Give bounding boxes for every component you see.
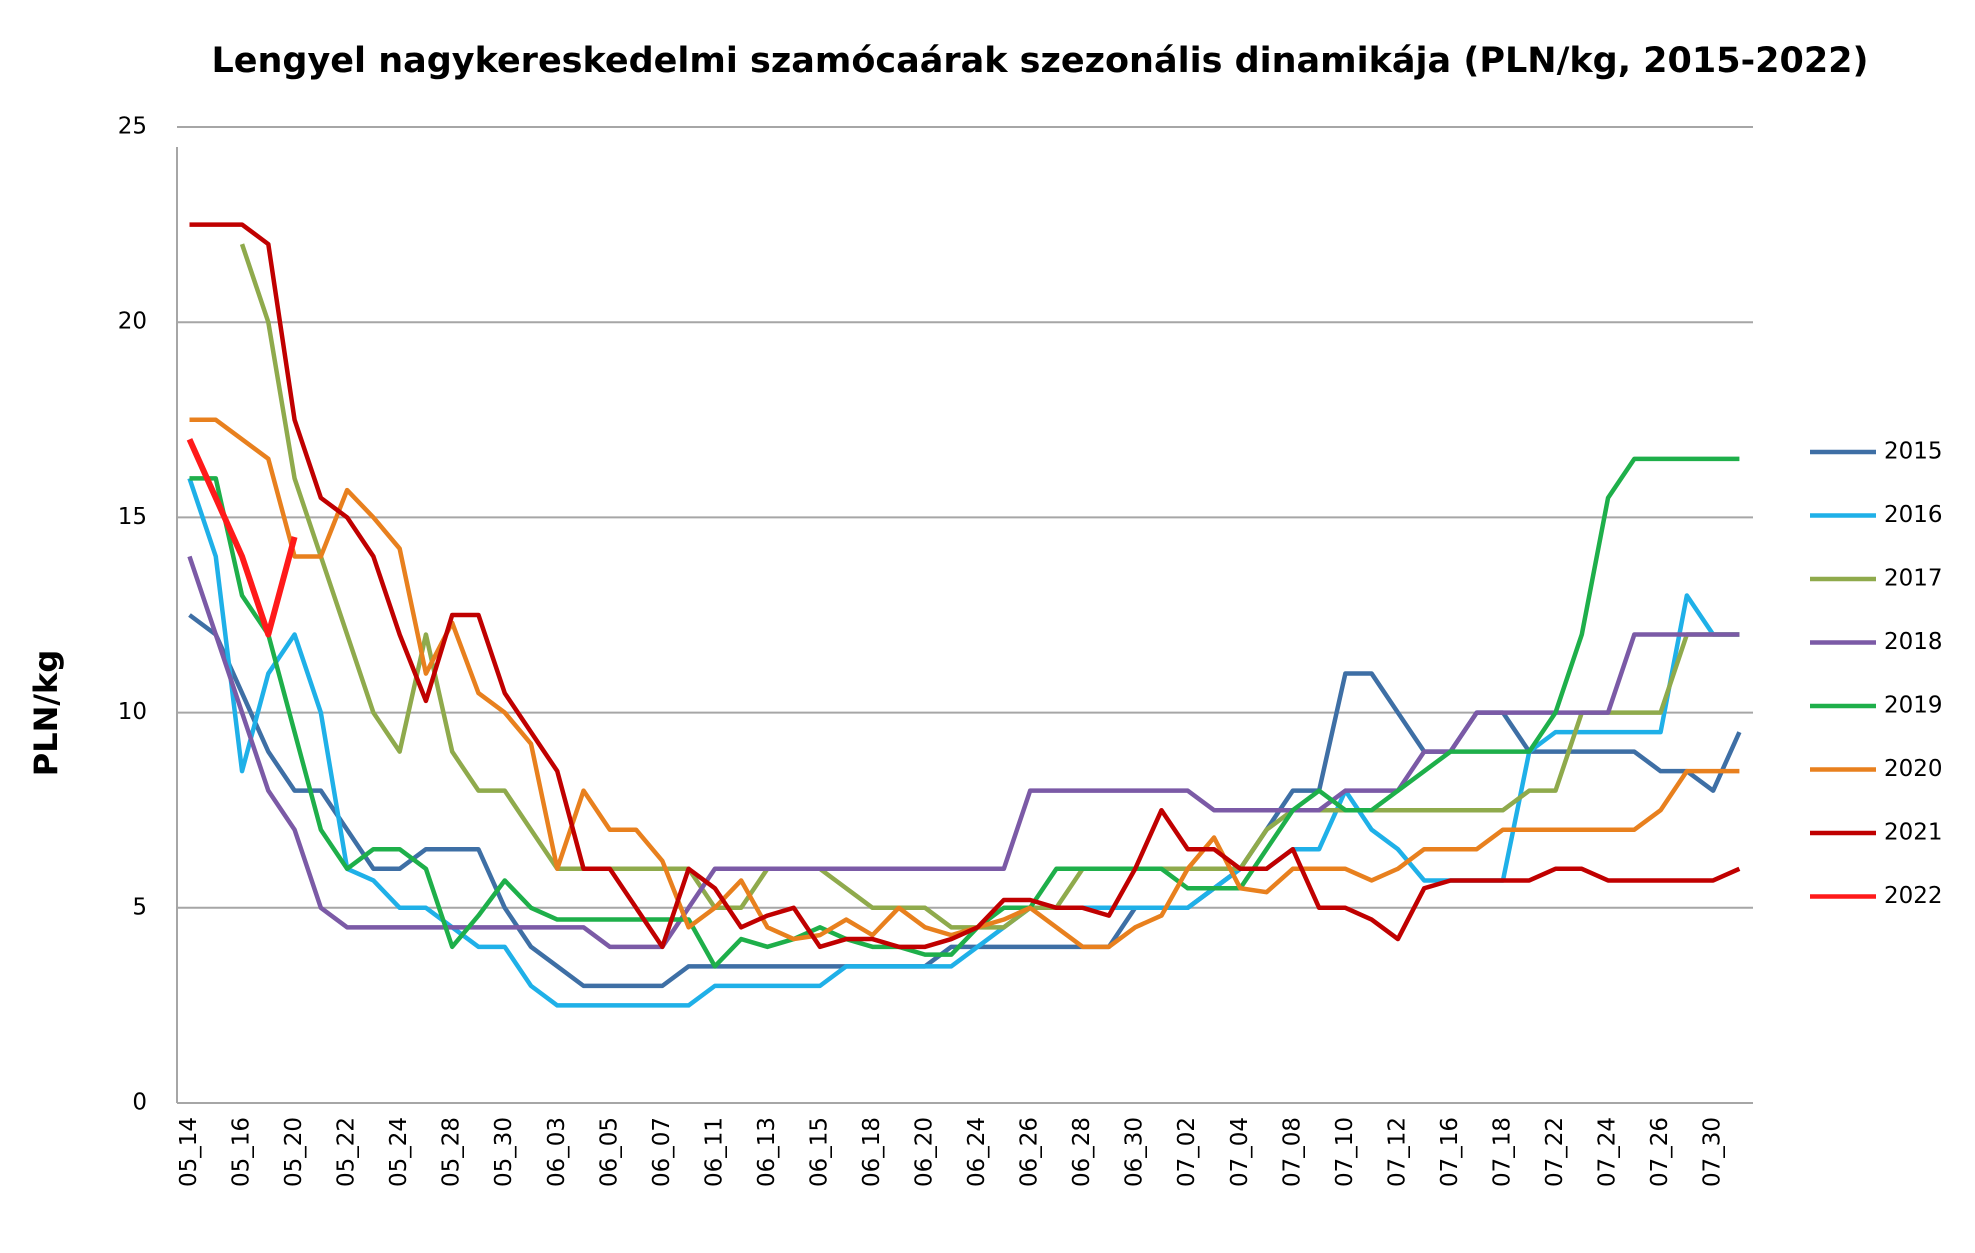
x-tick-label: 07_02 bbox=[1174, 1117, 1200, 1187]
legend-label: 2016 bbox=[1884, 502, 1943, 528]
series-line bbox=[189, 456, 1740, 969]
x-tick-label: 06_15 bbox=[806, 1117, 832, 1187]
legend-label: 2019 bbox=[1884, 693, 1943, 719]
legend-label: 2021 bbox=[1884, 820, 1943, 846]
series-line bbox=[189, 222, 1741, 950]
x-tick-label: 06_13 bbox=[754, 1117, 780, 1187]
x-tick-label: 07_24 bbox=[1595, 1117, 1621, 1187]
x-tick-label: 06_18 bbox=[859, 1117, 885, 1187]
legend-label: 2020 bbox=[1884, 756, 1943, 782]
series-line bbox=[186, 438, 298, 638]
x-tick-label: 06_30 bbox=[1122, 1117, 1148, 1187]
legend-label: 2018 bbox=[1884, 629, 1943, 655]
legend-label: 2022 bbox=[1884, 883, 1943, 909]
x-tick-label: 05_20 bbox=[281, 1117, 307, 1187]
x-tick-label: 07_08 bbox=[1279, 1117, 1305, 1187]
x-tick-label: 07_16 bbox=[1437, 1117, 1463, 1187]
x-tick-label: 05_28 bbox=[439, 1117, 465, 1187]
y-tick-label: 10 bbox=[118, 699, 147, 725]
x-tick-label: 07_04 bbox=[1227, 1117, 1253, 1187]
x-tick-label: 05_16 bbox=[229, 1117, 255, 1187]
y-tick-label: 5 bbox=[132, 894, 147, 920]
y-tick-label: 20 bbox=[118, 309, 147, 335]
legend-label: 2017 bbox=[1884, 566, 1943, 592]
x-tick-label: 06_05 bbox=[596, 1117, 622, 1187]
y-tick-label: 15 bbox=[118, 504, 147, 530]
series-line bbox=[239, 243, 1740, 930]
y-tick-label: 0 bbox=[132, 1090, 147, 1116]
x-tick-label: 07_10 bbox=[1332, 1117, 1358, 1187]
x-tick-label: 06_24 bbox=[964, 1117, 990, 1187]
x-tick-label: 07_26 bbox=[1647, 1117, 1673, 1187]
x-tick-label: 05_24 bbox=[386, 1117, 412, 1187]
x-tick-label: 06_03 bbox=[544, 1117, 570, 1187]
x-tick-label: 05_22 bbox=[334, 1117, 360, 1187]
x-tick-label: 07_18 bbox=[1489, 1117, 1515, 1187]
y-axis-title: PLN/kg bbox=[27, 650, 65, 777]
x-tick-label: 06_26 bbox=[1017, 1117, 1043, 1187]
x-tick-label: 06_20 bbox=[912, 1117, 938, 1187]
y-tick-label: 25 bbox=[118, 114, 147, 140]
x-tick-label: 06_11 bbox=[701, 1117, 727, 1187]
x-tick-label: 06_28 bbox=[1069, 1117, 1095, 1187]
chart-title: Lengyel nagykereskedelmi szamócaárak sze… bbox=[211, 41, 1868, 81]
x-tick-label: 05_30 bbox=[491, 1117, 517, 1187]
x-tick-label: 07_12 bbox=[1384, 1117, 1410, 1187]
x-tick-label: 07_22 bbox=[1542, 1117, 1568, 1187]
x-tick-label: 06_07 bbox=[649, 1117, 675, 1187]
legend-label: 2015 bbox=[1884, 439, 1943, 465]
x-tick-label: 07_30 bbox=[1700, 1117, 1726, 1187]
x-tick-label: 05_14 bbox=[176, 1117, 202, 1187]
